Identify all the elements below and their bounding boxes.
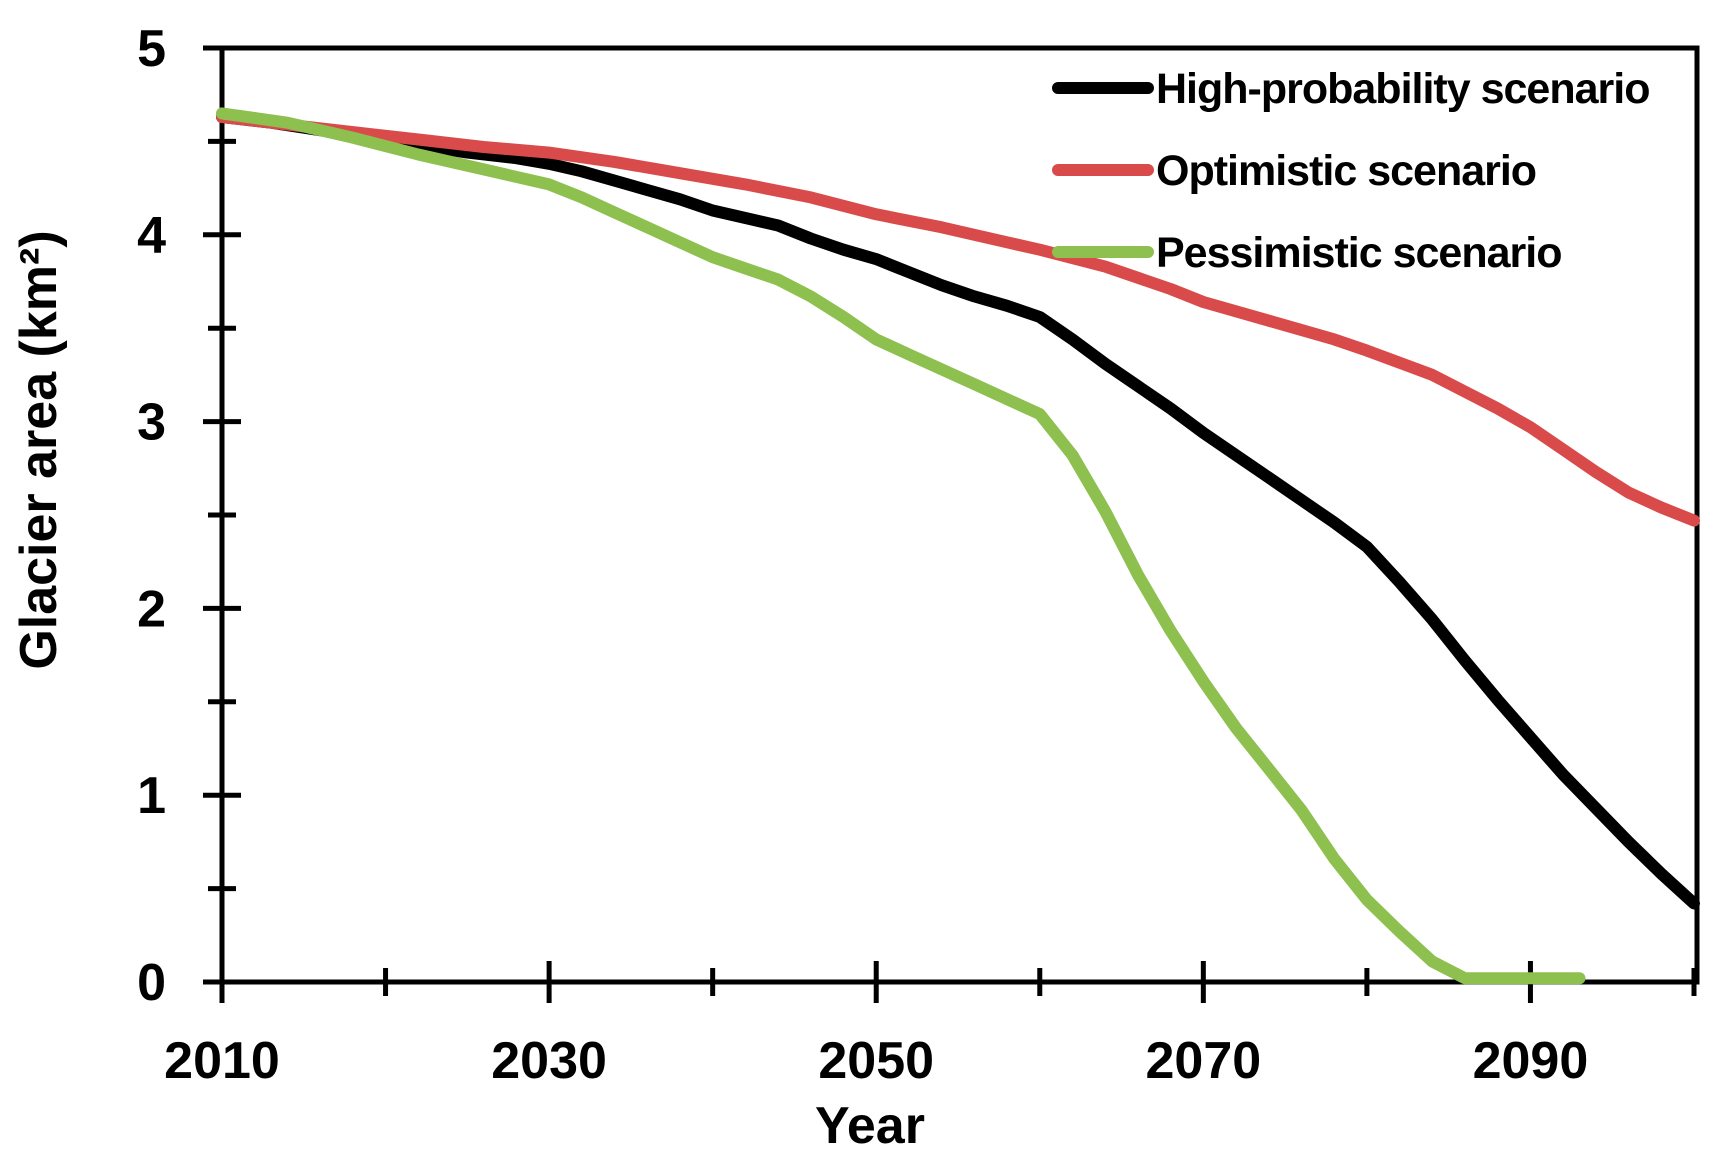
- y-tick-label: 2: [137, 580, 166, 638]
- y-tick-label: 0: [137, 954, 166, 1012]
- x-tick-label: 2070: [1145, 1032, 1261, 1090]
- legend: High-probability scenario Optimistic sce…: [1052, 65, 1650, 277]
- series-lines: [216, 107, 1700, 985]
- y-tick-label: 5: [137, 20, 166, 78]
- x-tick-label: 2050: [818, 1032, 934, 1090]
- y-tick-label: 3: [137, 394, 166, 452]
- legend-item-pessimistic: Pessimistic scenario: [1052, 229, 1562, 277]
- series-line-high-probability-scenario: [216, 111, 1700, 910]
- legend-label-optimistic: Optimistic scenario: [1156, 147, 1536, 195]
- axis-tick-labels: 2010 2030 2050 2070 2090 0 1 2 3 4 5: [137, 20, 1588, 1090]
- legend-label-pessimistic: Pessimistic scenario: [1156, 229, 1561, 277]
- x-tick-label: 2090: [1473, 1032, 1589, 1090]
- y-axis-title: Glacier area (km²): [10, 230, 68, 669]
- x-axis-title: Year: [815, 1097, 925, 1155]
- series-line-pessimistic-scenario: [216, 107, 1586, 985]
- axis-ticks: [203, 45, 1697, 1003]
- y-tick-label: 1: [137, 767, 166, 825]
- y-tick-label: 4: [137, 207, 166, 265]
- legend-label-high-probability: High-probability scenario: [1156, 65, 1649, 113]
- legend-item-high-probability: High-probability scenario: [1052, 65, 1650, 113]
- x-tick-label: 2030: [491, 1032, 607, 1090]
- legend-item-optimistic: Optimistic scenario: [1052, 147, 1537, 195]
- x-tick-label: 2010: [164, 1032, 280, 1090]
- series-line-optimistic-scenario: [216, 111, 1700, 527]
